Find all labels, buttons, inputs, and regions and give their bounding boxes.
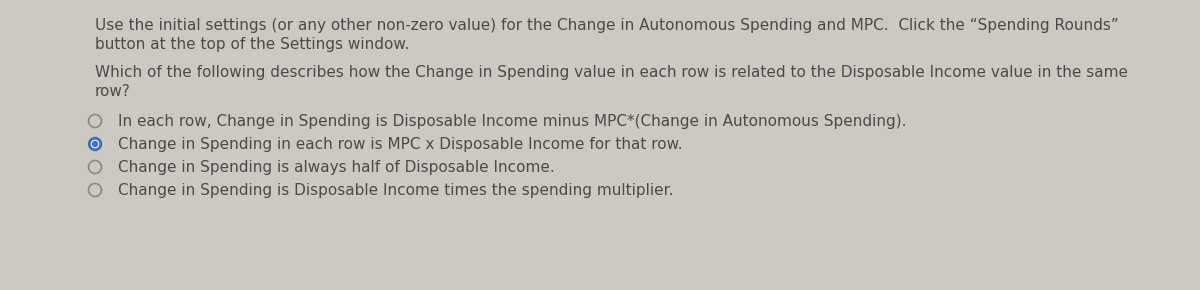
- Text: Which of the following describes how the Change in Spending value in each row is: Which of the following describes how the…: [95, 65, 1128, 80]
- Circle shape: [92, 142, 97, 146]
- Circle shape: [91, 140, 98, 148]
- Text: Change in Spending is always half of Disposable Income.: Change in Spending is always half of Dis…: [118, 160, 554, 175]
- Text: row?: row?: [95, 84, 131, 99]
- Text: Change in Spending is Disposable Income times the spending multiplier.: Change in Spending is Disposable Income …: [118, 183, 673, 198]
- Text: Use the initial settings (or any other non-zero value) for the Change in Autonom: Use the initial settings (or any other n…: [95, 18, 1118, 33]
- Text: Change in Spending in each row is MPC x Disposable Income for that row.: Change in Spending in each row is MPC x …: [118, 137, 683, 152]
- Circle shape: [89, 137, 102, 151]
- Text: button at the top of the Settings window.: button at the top of the Settings window…: [95, 37, 409, 52]
- Text: In each row, Change in Spending is Disposable Income minus MPC*(Change in Autono: In each row, Change in Spending is Dispo…: [118, 114, 906, 129]
